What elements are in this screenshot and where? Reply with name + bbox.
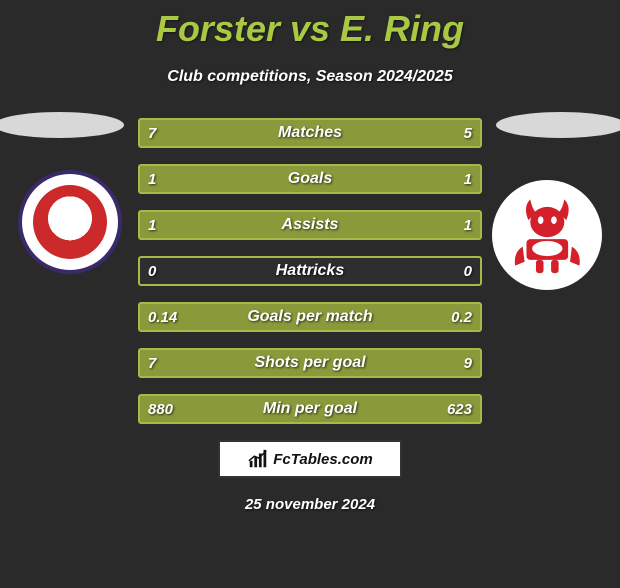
comparison-stage: 75Matches 11Goals 11Assists 00Hattricks 0.14…	[0, 118, 620, 424]
stat-bar: 79Shots per goal	[138, 348, 482, 378]
chart-icon	[247, 448, 269, 470]
stat-bars: 75Matches 11Goals 11Assists 00Hattricks 0.14…	[138, 118, 482, 424]
club-crest-left	[18, 170, 122, 274]
stat-label: Goals	[140, 166, 480, 192]
stat-bar: 00Hattricks	[138, 256, 482, 286]
stat-label: Shots per goal	[140, 350, 480, 376]
season-subtitle: Club competitions, Season 2024/2025	[0, 68, 620, 86]
page-title: Forster vs E. Ring	[0, 8, 620, 50]
club-crest-left-inner	[33, 185, 108, 260]
stat-label: Hattricks	[140, 258, 480, 284]
stat-label: Assists	[140, 212, 480, 238]
brand-text: FcTables.com	[273, 451, 372, 468]
club-crest-right	[492, 180, 602, 290]
stat-bar: 880623Min per goal	[138, 394, 482, 424]
imp-icon	[500, 188, 595, 283]
player-left-platform	[0, 112, 124, 138]
stat-bar: 11Goals	[138, 164, 482, 194]
stat-bar: 0.140.2Goals per match	[138, 302, 482, 332]
stat-label: Goals per match	[140, 304, 480, 330]
stat-bar: 75Matches	[138, 118, 482, 148]
brand-footer[interactable]: FcTables.com	[218, 440, 402, 478]
snapshot-date: 25 november 2024	[0, 496, 620, 513]
stat-label: Min per goal	[140, 396, 480, 422]
stat-label: Matches	[140, 120, 480, 146]
stat-bar: 11Assists	[138, 210, 482, 240]
player-right-platform	[496, 112, 620, 138]
